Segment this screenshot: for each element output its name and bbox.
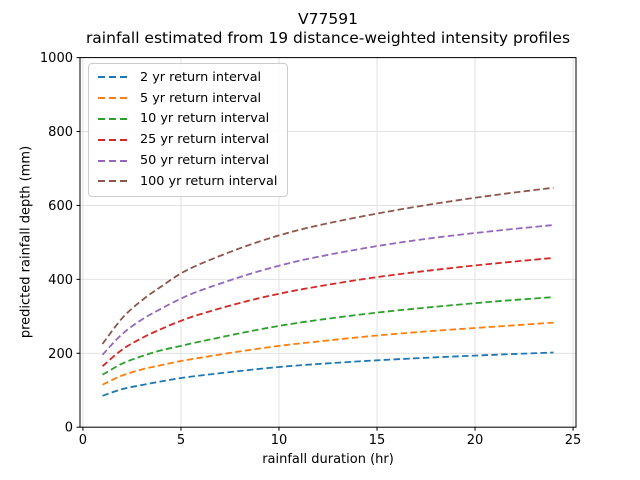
y-tick-label: 400 (48, 273, 73, 288)
legend-item-2-yr-return-interval: 2 yr return interval (98, 67, 277, 88)
y-tick-label: 200 (48, 347, 73, 362)
legend-line-sample (98, 138, 131, 141)
legend-item-25-yr-return-interval: 25 yr return interval (98, 129, 277, 150)
y-axis-label: predicted rainfall depth (mm) (18, 145, 34, 339)
series-line-2-yr-return-interval (102, 351, 554, 397)
legend-item-50-yr-return-interval: 50 yr return interval (98, 150, 277, 171)
series-line-5-yr-return-interval (102, 321, 554, 386)
legend-label: 5 yr return interval (140, 90, 262, 106)
legend-line-sample (98, 117, 131, 120)
legend-label: 100 yr return interval (140, 173, 278, 189)
chart-title: V77591 (298, 10, 358, 28)
legend-label: 10 yr return interval (140, 111, 270, 127)
legend-label: 2 yr return interval (140, 69, 262, 85)
title-block: V77591 rainfall estimated from 19 distan… (8, 10, 640, 48)
x-axis-label: rainfall duration (hr) (262, 452, 394, 467)
x-tick-label: 15 (369, 433, 386, 448)
axes-frame (79, 57, 577, 428)
series-line-10-yr-return-interval (102, 296, 554, 376)
legend-item-100-yr-return-interval: 100 yr return interval (98, 171, 277, 192)
x-tick-label: 20 (467, 433, 484, 448)
legend-item-10-yr-return-interval: 10 yr return interval (98, 109, 277, 130)
x-tick-label: 0 (79, 433, 87, 448)
series-line-50-yr-return-interval (101, 224, 554, 356)
legend-label: 50 yr return interval (140, 153, 270, 169)
legend: 2 yr return interval 5 yr return interval… (88, 63, 289, 197)
legend-line-sample (98, 97, 131, 100)
x-tick-label: 25 (565, 433, 582, 448)
y-tick-label: 800 (48, 125, 73, 140)
y-tick-label: 0 (65, 421, 73, 436)
series-line-25-yr-return-interval (101, 257, 554, 367)
legend-line-sample (98, 159, 131, 162)
series-line-100-yr-return-interval (101, 186, 554, 345)
legend-label: 25 yr return interval (140, 132, 270, 148)
legend-item-5-yr-return-interval: 5 yr return interval (98, 88, 277, 109)
legend-line-sample (98, 180, 131, 183)
x-tick-label: 5 (177, 433, 185, 448)
y-tick-label: 600 (48, 199, 73, 214)
y-tick-label: 1000 (40, 51, 73, 66)
chart-subtitle: rainfall estimated from 19 distance-weig… (85, 29, 571, 47)
legend-line-sample (98, 76, 131, 79)
x-tick-label: 10 (271, 433, 288, 448)
